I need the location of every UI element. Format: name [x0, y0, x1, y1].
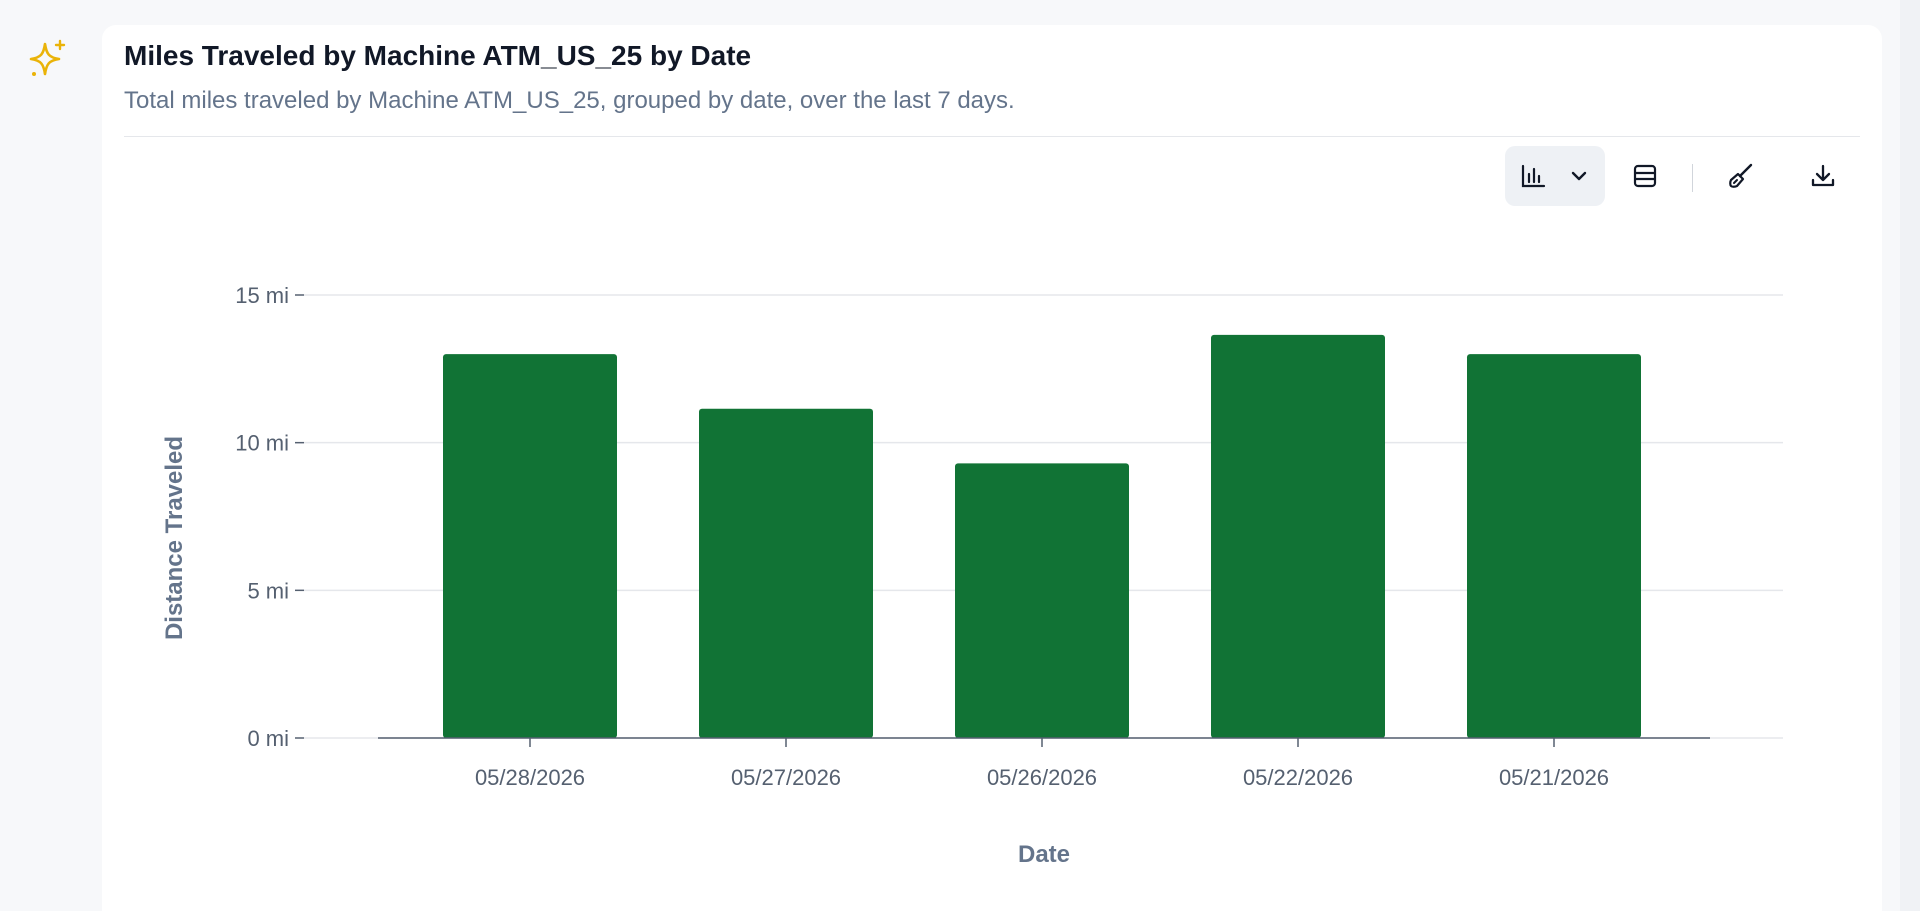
x-tick-label: 05/26/2026 — [987, 765, 1097, 790]
chart-subtitle: Total miles traveled by Machine ATM_US_2… — [124, 87, 1015, 114]
bar[interactable] — [955, 463, 1129, 738]
bar-chart-button[interactable] — [1513, 156, 1553, 196]
bar-chart-icon — [1521, 164, 1546, 188]
bars — [443, 334, 1641, 738]
style-button[interactable] — [1721, 156, 1761, 196]
y-tick-label: 10 mi — [235, 431, 289, 456]
table-icon — [1633, 164, 1657, 188]
bar[interactable] — [443, 354, 617, 738]
header-divider — [124, 136, 1860, 137]
chart-card: Miles Traveled by Machine ATM_US_25 by D… — [102, 25, 1882, 911]
bar[interactable] — [1211, 334, 1385, 738]
y-axis-title: Distance Traveled — [161, 436, 188, 640]
x-axis: 05/28/2026 05/27/2026 05/26/2026 05/22/2026… — [378, 737, 1710, 790]
y-axis: 0 mi 5 mi 10 mi 15 mi — [235, 283, 304, 751]
download-icon — [1811, 164, 1835, 187]
sparkle-icon — [29, 39, 66, 76]
bar[interactable] — [1467, 354, 1641, 738]
download-button[interactable] — [1803, 156, 1843, 196]
x-tick-label: 05/21/2026 — [1499, 765, 1609, 790]
x-tick-label: 05/22/2026 — [1243, 765, 1353, 790]
x-axis-title: Date — [1018, 841, 1070, 868]
y-tick-label: 0 mi — [247, 726, 289, 751]
y-tick-label: 5 mi — [247, 578, 289, 603]
chart-type-selector[interactable] — [1505, 146, 1605, 206]
chart-type-dropdown-button[interactable] — [1559, 156, 1599, 196]
x-tick-label: 05/27/2026 — [731, 765, 841, 790]
x-tick-label: 05/28/2026 — [475, 765, 585, 790]
paintbrush-icon — [1729, 163, 1753, 188]
chart-title: Miles Traveled by Machine ATM_US_25 by D… — [124, 40, 752, 71]
chart-toolbar — [1505, 146, 1865, 206]
bar[interactable] — [699, 408, 873, 738]
y-tick-label: 15 mi — [235, 283, 289, 308]
toolbar-separator — [1692, 164, 1693, 192]
scrollbar-track[interactable] — [1900, 0, 1920, 911]
chevron-down-icon — [1571, 171, 1587, 181]
table-view-button[interactable] — [1625, 156, 1665, 196]
